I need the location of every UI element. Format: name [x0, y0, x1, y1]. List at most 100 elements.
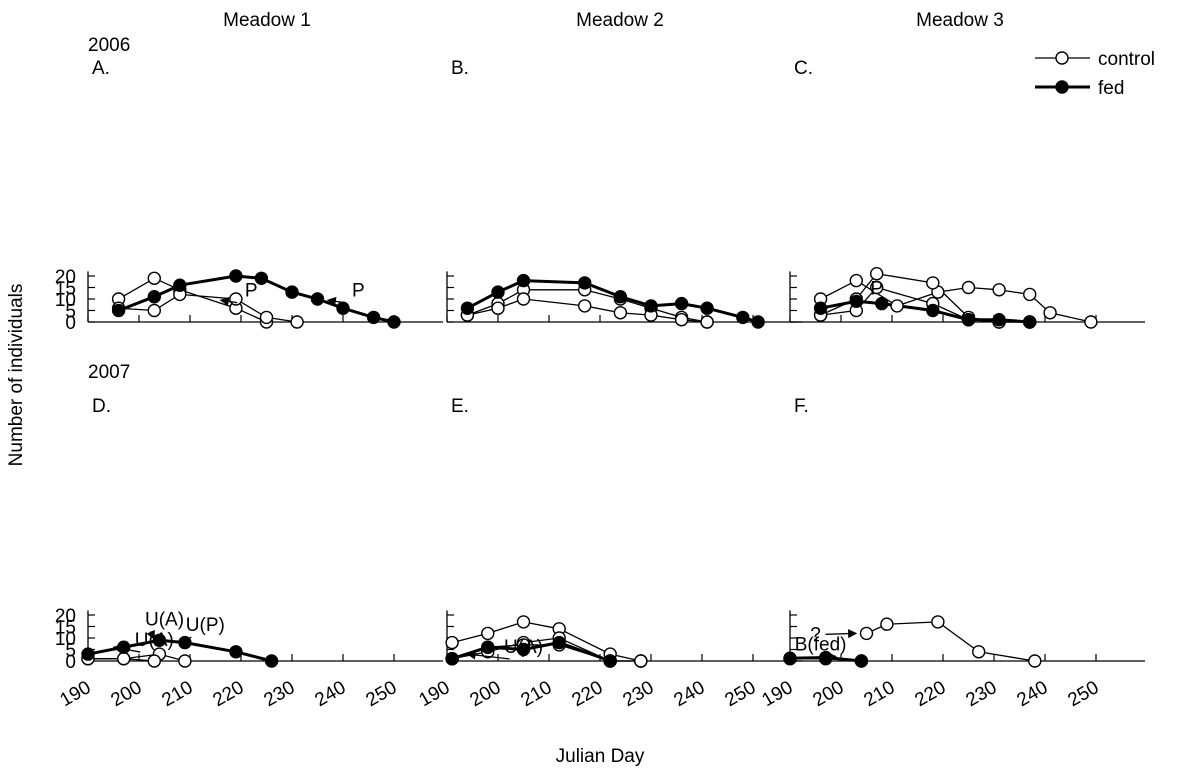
annotation-label: ?	[810, 624, 821, 645]
y-tick-label: 20	[55, 606, 76, 627]
data-point-fed	[366, 310, 381, 325]
column-title: Meadow 3	[916, 10, 1004, 31]
annotation-arrow	[466, 650, 510, 660]
annotation-label: P	[352, 281, 365, 302]
data-point-fed	[603, 654, 617, 668]
data-point-control	[674, 313, 689, 327]
y-axis-label: Number of individuals	[6, 284, 27, 467]
column-title: Meadow 1	[223, 10, 311, 31]
data-point-control	[259, 310, 274, 325]
data-point-fed	[849, 294, 863, 308]
data-point-control	[634, 654, 648, 668]
data-point-control	[859, 626, 874, 641]
data-point-control	[849, 273, 863, 288]
annotation-label: B(fed)	[795, 635, 847, 656]
data-point-control	[491, 301, 505, 315]
y-tick-label: 15	[55, 279, 76, 300]
data-point-fed	[578, 276, 592, 290]
x-tick-label: 250	[1065, 677, 1103, 711]
data-point-control	[1022, 287, 1037, 302]
annotation-arrow	[326, 296, 345, 306]
data-point-fed	[961, 313, 976, 327]
panel-label: E.	[451, 396, 469, 417]
y-tick-label: 0	[65, 313, 76, 334]
annotation-label: U(A)	[145, 609, 184, 630]
series-line-fed	[118, 274, 395, 324]
annotation-arrow	[179, 635, 192, 645]
data-point-control	[578, 299, 592, 313]
data-point-fed	[813, 301, 828, 315]
data-point-fed	[491, 285, 505, 299]
data-point-fed	[147, 290, 162, 304]
y-tick-label: 20	[55, 267, 76, 288]
data-point-control	[613, 306, 628, 320]
column-title: Meadow 2	[576, 10, 664, 31]
data-point-fed	[644, 299, 658, 313]
data-point-control	[1084, 315, 1098, 329]
data-point-fed	[674, 296, 689, 311]
data-point-control	[880, 617, 894, 631]
data-point-fed	[552, 635, 566, 650]
annotation-arrow	[112, 644, 141, 654]
data-point-fed	[926, 303, 940, 318]
legend-marker-fed	[1055, 80, 1069, 94]
x-tick-label: 230	[620, 677, 658, 711]
panel-label: A.	[92, 58, 110, 79]
data-point-fed	[229, 645, 243, 659]
panel-C: C. P	[789, 58, 1145, 329]
data-point-control	[926, 276, 940, 290]
data-point-fed	[700, 301, 714, 315]
annotation-label: U(P)	[186, 615, 225, 636]
data-point-control	[870, 280, 884, 295]
y-tick-label: 10	[55, 290, 76, 311]
data-point-control	[116, 652, 131, 666]
annotation-arrow	[825, 629, 858, 639]
data-point-fed	[516, 642, 531, 657]
x-tick-label: 210	[861, 677, 899, 711]
data-point-fed	[116, 640, 131, 654]
data-point-fed	[336, 301, 350, 315]
x-tick-label: 220	[569, 677, 607, 711]
data-point-fed	[81, 647, 95, 661]
data-point-fed	[1022, 315, 1037, 329]
data-point-control	[445, 635, 459, 650]
x-tick-label: 240	[1014, 677, 1052, 711]
panel-B: B.	[446, 58, 802, 329]
x-tick-label: 240	[312, 677, 350, 711]
data-point-fed	[264, 654, 279, 668]
year-label: 2006	[88, 35, 130, 56]
legend-label-fed: fed	[1098, 78, 1124, 99]
x-tick-label: 250	[363, 677, 401, 711]
panel-label: B.	[451, 58, 469, 79]
data-point-fed	[751, 315, 765, 329]
data-point-fed	[875, 296, 889, 311]
data-point-control	[516, 615, 531, 629]
data-point-fed	[854, 654, 869, 668]
x-tick-label: 250	[722, 677, 760, 711]
data-point-control	[178, 654, 192, 668]
y-tick-label: 0	[65, 652, 76, 673]
data-point-control	[870, 267, 884, 281]
data-point-fed	[460, 301, 475, 315]
year-label: 2007	[88, 362, 130, 383]
data-point-fed	[310, 292, 325, 306]
legend-marker-control	[1055, 51, 1069, 65]
x-tick-label: 230	[963, 677, 1001, 711]
x-tick-label: 200	[108, 677, 146, 711]
data-point-control	[1028, 654, 1042, 668]
x-tick-label: 220	[210, 677, 248, 711]
y-tick-label: 5	[65, 302, 76, 323]
annotation-label: U(A)	[504, 637, 543, 658]
data-point-fed	[613, 290, 628, 304]
data-point-fed	[285, 285, 299, 299]
x-tick-label: 230	[261, 677, 299, 711]
data-point-fed	[445, 652, 459, 666]
x-tick-label: 240	[671, 677, 709, 711]
legend: control fed	[1035, 49, 1155, 99]
panel-label: F.	[794, 396, 809, 417]
data-point-fed	[229, 269, 243, 283]
data-point-control	[972, 645, 986, 659]
data-point-fed	[254, 271, 269, 285]
